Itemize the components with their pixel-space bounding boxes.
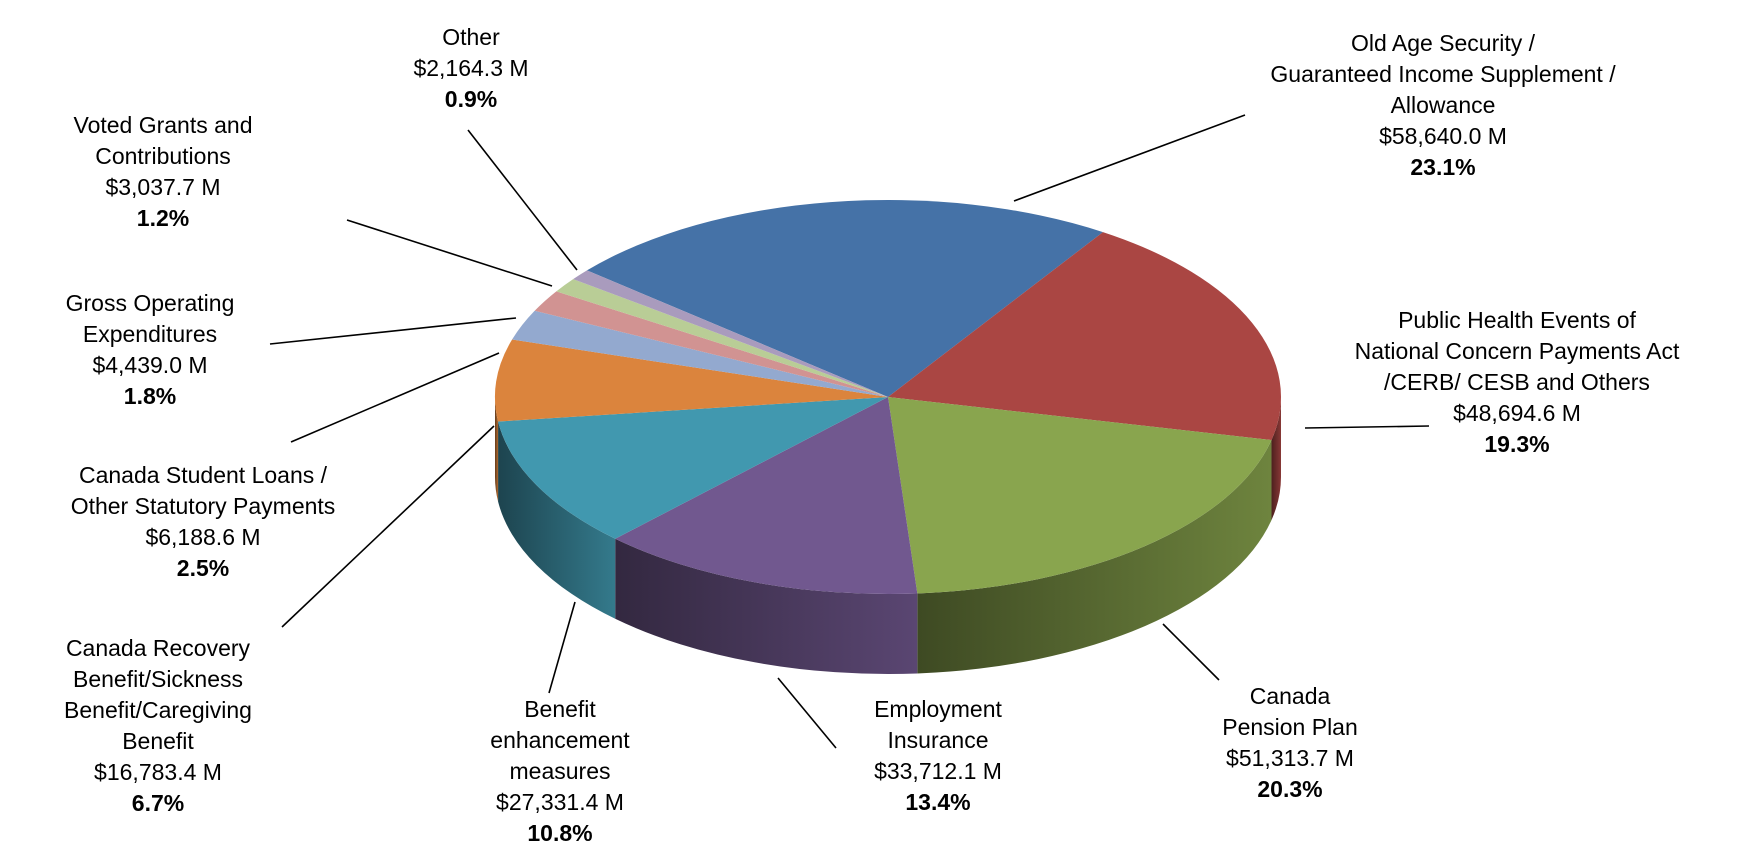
data-label-value: $4,439.0 M xyxy=(92,352,208,378)
data-label-name: Allowance xyxy=(1390,92,1496,118)
pie-slice xyxy=(586,199,1103,397)
data-label-percent: 6.7% xyxy=(131,790,185,816)
pie-slice xyxy=(888,232,1281,441)
data-label-name: Pension Plan xyxy=(1222,714,1358,740)
data-label: Canada Recovery Benefit/Sickness Benefit/C… xyxy=(64,633,252,819)
leader-line xyxy=(1013,114,1246,202)
data-label-percent: 13.4% xyxy=(905,789,971,815)
data-label-name: /CERB/ CESB and Others xyxy=(1384,369,1650,395)
data-label-name: Contributions xyxy=(95,143,231,169)
data-label-name: Insurance xyxy=(887,727,989,753)
data-label-name: Canada Student Loans / xyxy=(78,462,328,488)
data-label-percent: 2.5% xyxy=(176,555,230,581)
leader-line xyxy=(281,425,495,628)
data-label-percent: 20.3% xyxy=(1257,776,1323,802)
pie-slice-side xyxy=(917,440,1272,674)
pie-slice xyxy=(615,397,918,594)
data-label: Gross Operating Expenditures $4,439.0 M 1.8… xyxy=(66,288,235,412)
data-label-name: National Concern Payments Act xyxy=(1354,338,1680,364)
pie-slice xyxy=(512,310,888,397)
data-label-value: $51,313.7 M xyxy=(1226,745,1354,771)
leader-line xyxy=(548,601,576,694)
pie-slice xyxy=(556,279,888,397)
data-label-percent: 1.2% xyxy=(136,205,190,231)
pie-slice-side xyxy=(1271,397,1281,521)
data-label: Old Age Security / Guaranteed Income Supp… xyxy=(1270,28,1615,183)
data-label-percent: 19.3% xyxy=(1484,431,1550,457)
data-label-value: $2,164.3 M xyxy=(413,55,529,81)
data-label-name: Benefit/Caregiving xyxy=(64,697,252,723)
data-label-name: Benefit xyxy=(524,696,596,722)
pie-slice xyxy=(534,291,888,397)
data-label-name: Expenditures xyxy=(82,321,218,347)
pie-slice xyxy=(498,397,888,539)
leader-line xyxy=(1162,623,1220,681)
data-label: Other $2,164.3 M 0.9% xyxy=(413,22,528,115)
leader-line xyxy=(269,317,517,345)
pie-slice xyxy=(573,270,888,397)
data-label: Employment Insurance $33,712.1 M 13.4% xyxy=(874,694,1002,818)
data-label-name: Gross Operating xyxy=(65,290,235,316)
data-label-name: Other xyxy=(442,24,500,50)
data-label-value: $48,694.6 M xyxy=(1453,400,1581,426)
data-label-name: Benefit xyxy=(122,728,194,754)
data-label-name: Public Health Events of xyxy=(1398,307,1636,333)
data-label: Voted Grants and Contributions $3,037.7 M 1… xyxy=(73,110,252,234)
data-label-name: enhancement xyxy=(490,727,630,753)
leader-line xyxy=(346,219,553,287)
data-label: Public Health Events of National Concern … xyxy=(1355,305,1680,460)
data-label-name: Other Statutory Payments xyxy=(70,493,336,519)
pie-slice-side xyxy=(615,538,918,674)
pie-slice xyxy=(888,397,1272,594)
data-label-percent: 10.8% xyxy=(527,820,593,846)
data-label-value: $16,783.4 M xyxy=(94,759,222,785)
leader-line xyxy=(467,129,578,271)
data-label: Benefit enhancement measures $27,331.4 M 10.… xyxy=(490,694,629,849)
pie-slice-side xyxy=(498,421,616,619)
data-label-name: Canada xyxy=(1249,683,1331,709)
data-label-percent: 23.1% xyxy=(1410,154,1476,180)
pie-slice-side xyxy=(495,397,499,502)
data-label-name: Old Age Security / xyxy=(1350,30,1536,56)
data-label-name: Benefit/Sickness xyxy=(72,666,244,692)
leader-line xyxy=(777,677,837,749)
data-label-value: $33,712.1 M xyxy=(874,758,1002,784)
data-label-name: Guaranteed Income Supplement / xyxy=(1270,61,1616,87)
data-label-name: Canada Recovery xyxy=(65,635,251,661)
data-label: Canada Pension Plan $51,313.7 M 20.3% xyxy=(1222,681,1358,805)
data-label-name: Employment xyxy=(874,696,1002,722)
data-label-value: $3,037.7 M xyxy=(105,174,221,200)
data-label-value: $6,188.6 M xyxy=(145,524,261,550)
data-label-value: $58,640.0 M xyxy=(1379,123,1507,149)
leader-line xyxy=(1304,425,1430,429)
data-label: Canada Student Loans / Other Statutory Pa… xyxy=(71,460,336,584)
pie-slice xyxy=(494,339,888,422)
data-label-percent: 0.9% xyxy=(444,86,498,112)
data-label-name: measures xyxy=(509,758,611,784)
leader-line xyxy=(290,352,500,443)
data-label-value: $27,331.4 M xyxy=(496,789,624,815)
data-label-percent: 1.8% xyxy=(123,383,177,409)
data-label-name: Voted Grants and xyxy=(73,112,253,138)
